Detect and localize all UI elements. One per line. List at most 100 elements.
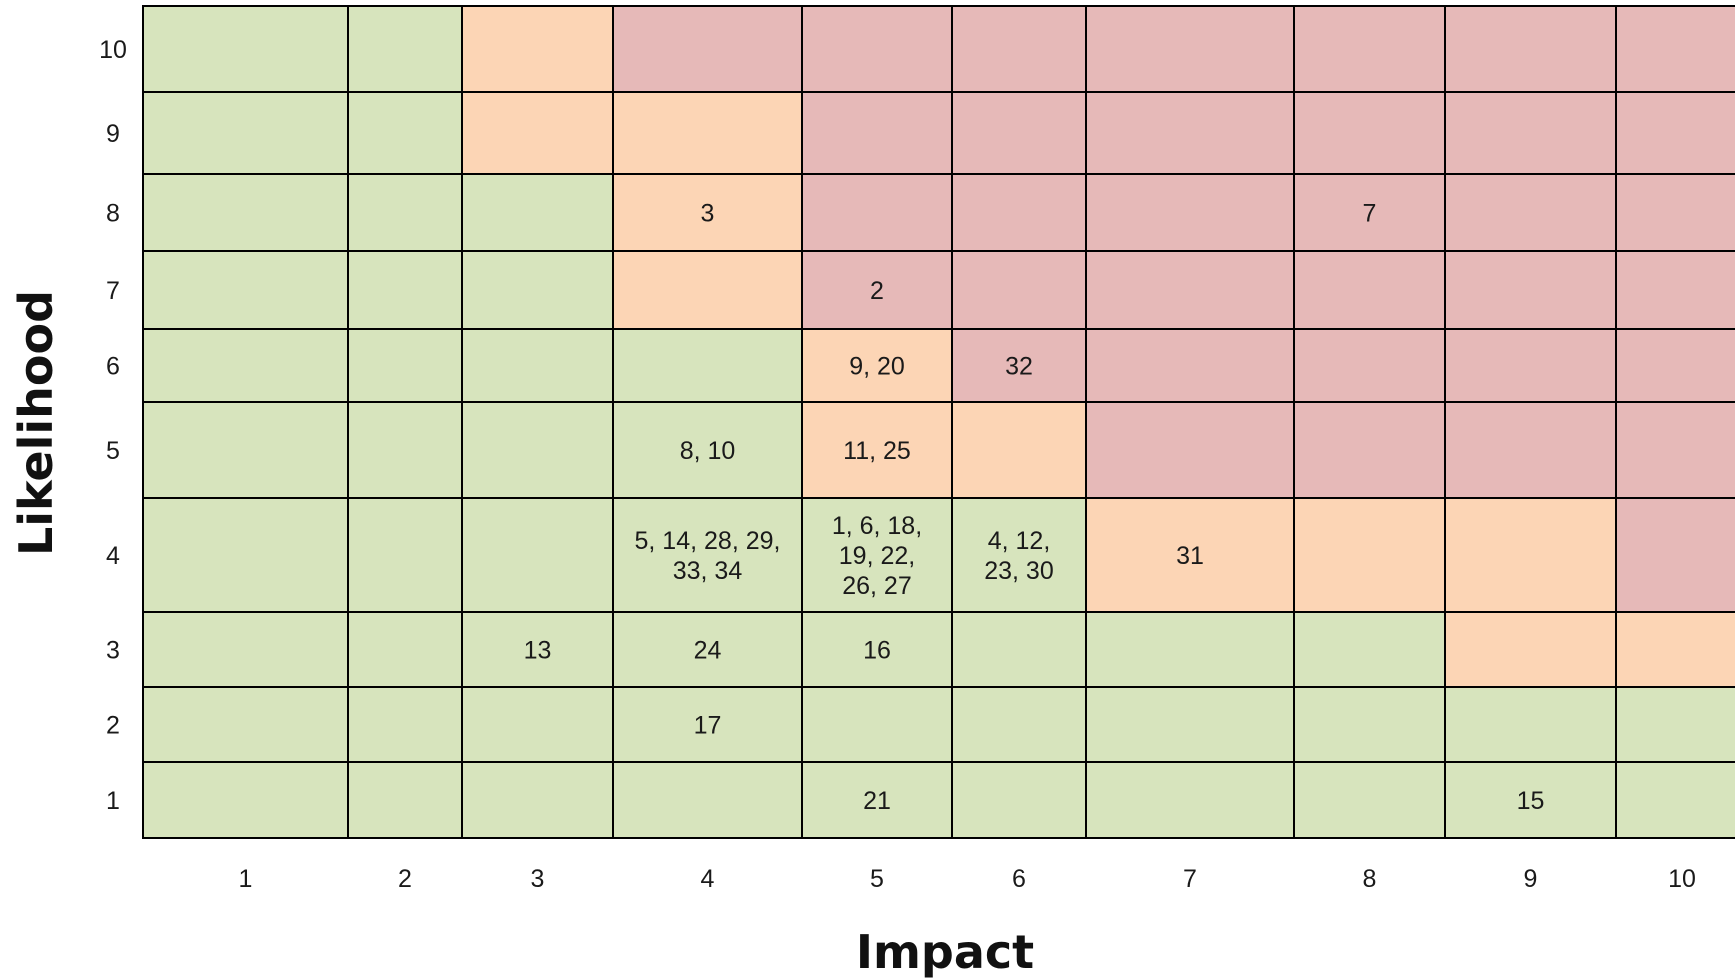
matrix-cell-L10-I1: [142, 5, 349, 93]
risk-id-label: 19, 22,: [839, 542, 915, 570]
matrix-cell-L10-I7: [1085, 5, 1295, 93]
matrix-cell-L8-I2: [347, 173, 463, 252]
matrix-cell-L6-I9: [1444, 328, 1617, 403]
risk-id-label: 9, 20: [849, 353, 905, 381]
matrix-cell-L9-I3: [461, 91, 614, 175]
y-axis-title: Likelihood: [9, 290, 63, 556]
matrix-cell-L6-I10: [1615, 328, 1735, 403]
matrix-cell-L3-I6: [951, 611, 1087, 688]
matrix-cell-L9-I5: [801, 91, 953, 175]
x-tick-label: 4: [701, 865, 715, 893]
matrix-cell-L1-I3: [461, 761, 614, 839]
matrix-cell-L9-I6: [951, 91, 1087, 175]
matrix-cell-L4-I4: [612, 497, 803, 613]
matrix-cell-L1-I6: [951, 761, 1087, 839]
matrix-cell-L2-I3: [461, 686, 614, 763]
matrix-cell-L1-I10: [1615, 761, 1735, 839]
matrix-cell-L6-I3: [461, 328, 614, 403]
matrix-cell-L8-I10: [1615, 173, 1735, 252]
matrix-cell-L7-I7: [1085, 250, 1295, 330]
matrix-cell-L6-I8: [1293, 328, 1446, 403]
matrix-cell-L3-I3: [461, 611, 614, 688]
matrix-cell-L3-I9: [1444, 611, 1617, 688]
risk-id-label: 24: [694, 637, 722, 665]
risk-id-label: 1, 6, 18,: [832, 512, 922, 540]
matrix-cell-L10-I9: [1444, 5, 1617, 93]
matrix-cell-L9-I7: [1085, 91, 1295, 175]
matrix-cell-L9-I1: [142, 91, 349, 175]
matrix-cell-L8-I8: [1293, 173, 1446, 252]
matrix-cell-L5-I1: [142, 401, 349, 499]
matrix-cell-L7-I1: [142, 250, 349, 330]
risk-id-label: 5, 14, 28, 29,: [635, 527, 781, 555]
matrix-cell-L4-I6: [951, 497, 1087, 613]
matrix-cell-L10-I8: [1293, 5, 1446, 93]
x-tick-label: 3: [531, 865, 545, 893]
matrix-cell-L6-I4: [612, 328, 803, 403]
matrix-cell-L9-I4: [612, 91, 803, 175]
matrix-cell-L4-I3: [461, 497, 614, 613]
x-tick-label: 2: [398, 865, 412, 893]
matrix-cell-L8-I6: [951, 173, 1087, 252]
x-tick-label: 1: [239, 865, 253, 893]
matrix-cell-L6-I1: [142, 328, 349, 403]
matrix-cell-L9-I10: [1615, 91, 1735, 175]
matrix-cell-L8-I4: [612, 173, 803, 252]
matrix-cell-L8-I7: [1085, 173, 1295, 252]
y-tick-label: 4: [106, 542, 120, 570]
risk-id-label: 2: [870, 277, 884, 305]
matrix-cell-L7-I9: [1444, 250, 1617, 330]
matrix-cell-L9-I9: [1444, 91, 1617, 175]
matrix-cell-L5-I7: [1085, 401, 1295, 499]
x-tick-label: 5: [870, 865, 884, 893]
y-tick-label: 7: [106, 277, 120, 305]
matrix-cell-L5-I8: [1293, 401, 1446, 499]
matrix-cell-L9-I8: [1293, 91, 1446, 175]
y-tick-label: 9: [106, 120, 120, 148]
matrix-cell-L2-I8: [1293, 686, 1446, 763]
matrix-cell-L10-I3: [461, 5, 614, 93]
matrix-cell-L5-I9: [1444, 401, 1617, 499]
matrix-cell-L10-I2: [347, 5, 463, 93]
matrix-cell-L5-I3: [461, 401, 614, 499]
y-tick-label: 5: [106, 437, 120, 465]
matrix-cell-L2-I7: [1085, 686, 1295, 763]
matrix-cell-L1-I1: [142, 761, 349, 839]
matrix-cell-L2-I6: [951, 686, 1087, 763]
risk-id-label: 4, 12,: [988, 527, 1051, 555]
matrix-cell-L3-I5: [801, 611, 953, 688]
x-tick-label: 9: [1524, 865, 1538, 893]
matrix-cell-L6-I7: [1085, 328, 1295, 403]
cell-labels: 3 7 2 9, 20 32 8, 10 11, 25 5, 14, 28, 29,33, 3…: [524, 200, 1545, 816]
matrix-cell-L4-I9: [1444, 497, 1617, 613]
y-tick-label: 10: [99, 36, 127, 64]
matrix-cell-L2-I10: [1615, 686, 1735, 763]
risk-id-label: 13: [524, 637, 552, 665]
matrix-cell-L7-I2: [347, 250, 463, 330]
risk-id-label: 26, 27: [842, 572, 912, 600]
y-tick-label: 1: [106, 787, 120, 815]
matrix-cell-L4-I5: [801, 497, 953, 613]
risk-id-label: 32: [1005, 353, 1033, 381]
x-tick-label: 6: [1012, 865, 1026, 893]
y-tick-label: 2: [106, 712, 120, 740]
x-axis-title: Impact: [856, 925, 1034, 979]
risk-id-label: 16: [863, 637, 891, 665]
matrix-cell-L8-I5: [801, 173, 953, 252]
matrix-cell-L3-I7: [1085, 611, 1295, 688]
matrix-cell-L5-I4: [612, 401, 803, 499]
matrix-cell-L8-I1: [142, 173, 349, 252]
matrix-cell-L10-I6: [951, 5, 1087, 93]
matrix-cell-L2-I9: [1444, 686, 1617, 763]
matrix-cell-L1-I2: [347, 761, 463, 839]
matrix-cell-L7-I5: [801, 250, 953, 330]
risk-id-label: 3: [701, 200, 715, 228]
matrix-cell-L10-I5: [801, 5, 953, 93]
matrix-cell-L5-I6: [951, 401, 1087, 499]
matrix-cell-L7-I6: [951, 250, 1087, 330]
matrix-cell-L8-I9: [1444, 173, 1617, 252]
matrix-cell-L7-I3: [461, 250, 614, 330]
matrix-cell-L2-I1: [142, 686, 349, 763]
matrix-cell-L4-I10: [1615, 497, 1735, 613]
matrix-cell-L3-I2: [347, 611, 463, 688]
